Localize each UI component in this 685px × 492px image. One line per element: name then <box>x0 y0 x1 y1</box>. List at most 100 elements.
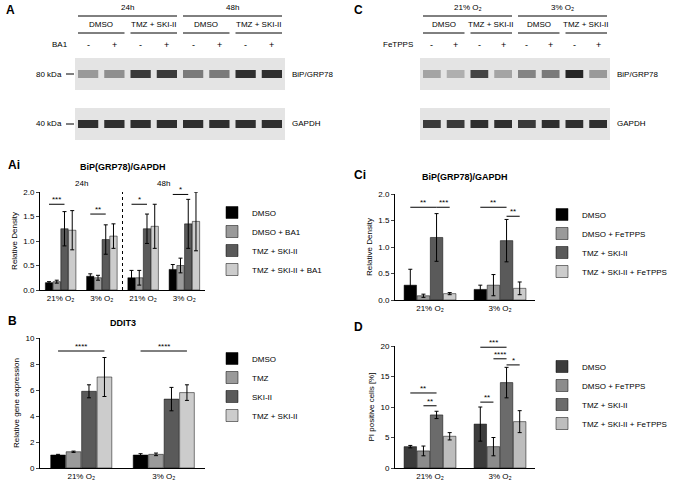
svg-text:2.0: 2.0 <box>23 188 35 197</box>
svg-text:BiP/GRP78: BiP/GRP78 <box>617 70 658 79</box>
svg-text:GAPDH: GAPDH <box>617 119 646 128</box>
svg-text:PI positive cells [%]: PI positive cells [%] <box>367 373 376 442</box>
svg-text:4: 4 <box>30 412 35 421</box>
svg-text:21% O₂: 21% O₂ <box>416 304 444 313</box>
svg-text:-: - <box>139 40 142 50</box>
svg-text:BiP/GRP78: BiP/GRP78 <box>292 70 333 79</box>
svg-text:TMZ + SKI-II: TMZ + SKI-II <box>582 401 628 410</box>
svg-text:-: - <box>87 40 90 50</box>
svg-text:+: + <box>112 40 117 50</box>
svg-text:TMZ + SKI-II: TMZ + SKI-II <box>131 20 177 29</box>
svg-text:*: * <box>179 185 182 194</box>
svg-text:-: - <box>192 40 195 50</box>
svg-text:**: ** <box>484 393 490 402</box>
svg-text:D: D <box>354 320 363 334</box>
svg-text:****: **** <box>494 350 506 359</box>
svg-text:DMSO: DMSO <box>89 20 113 29</box>
svg-text:1.0: 1.0 <box>23 237 35 246</box>
svg-text:SKI-II: SKI-II <box>252 393 272 402</box>
svg-text:2: 2 <box>30 438 35 447</box>
svg-text:0.0: 0.0 <box>23 286 35 295</box>
svg-text:DMSO: DMSO <box>252 355 276 364</box>
svg-text:TMZ + SKI-II: TMZ + SKI-II <box>582 249 628 258</box>
svg-text:Relative gene expression: Relative gene expression <box>12 358 21 448</box>
svg-text:C: C <box>354 3 363 17</box>
svg-text:GAPDH: GAPDH <box>292 119 321 128</box>
svg-text:+: + <box>596 40 601 50</box>
svg-text:Relative Density: Relative Density <box>365 218 374 276</box>
svg-text:B: B <box>8 314 17 328</box>
svg-text:DMSO: DMSO <box>252 209 276 218</box>
svg-text:48h: 48h <box>226 3 239 12</box>
svg-text:+: + <box>164 40 169 50</box>
svg-text:**: ** <box>420 384 426 393</box>
svg-text:+: + <box>501 40 506 50</box>
svg-text:A: A <box>6 3 15 17</box>
svg-text:TMZ: TMZ <box>252 374 269 383</box>
svg-text:***: *** <box>439 198 448 207</box>
svg-text:TMZ + SKI-II + FeTPPS: TMZ + SKI-II + FeTPPS <box>582 268 667 277</box>
svg-text:21% O₂: 21% O₂ <box>47 294 75 303</box>
svg-text:80 kDa: 80 kDa <box>36 70 62 79</box>
svg-text:3% O₂: 3% O₂ <box>551 3 574 12</box>
svg-text:****: **** <box>158 342 170 351</box>
svg-text:DMSO + FeTPPS: DMSO + FeTPPS <box>582 382 645 391</box>
svg-text:+: + <box>453 40 458 50</box>
svg-text:-: - <box>525 40 528 50</box>
svg-text:**: ** <box>510 207 516 216</box>
svg-text:21% O₂: 21% O₂ <box>416 472 444 481</box>
svg-text:DMSO + FeTPPS: DMSO + FeTPPS <box>582 230 645 239</box>
svg-text:***: *** <box>489 338 498 347</box>
svg-text:DMSO: DMSO <box>527 20 551 29</box>
svg-text:-: - <box>478 40 481 50</box>
svg-text:****: **** <box>75 342 87 351</box>
svg-text:*: * <box>512 356 515 365</box>
svg-text:21% O₂: 21% O₂ <box>454 3 482 12</box>
svg-text:3% O₂: 3% O₂ <box>488 472 511 481</box>
svg-text:Ai: Ai <box>8 158 20 172</box>
svg-text:2.0: 2.0 <box>378 190 390 199</box>
svg-text:48h: 48h <box>157 179 170 188</box>
svg-text:21% O₂: 21% O₂ <box>67 472 95 481</box>
svg-text:20: 20 <box>380 342 389 351</box>
svg-text:TMZ + SKI-II: TMZ + SKI-II <box>563 20 609 29</box>
svg-text:**: ** <box>490 198 496 207</box>
svg-text:8: 8 <box>30 360 35 369</box>
svg-text:0: 0 <box>385 464 390 473</box>
svg-text:BA1: BA1 <box>52 40 68 49</box>
svg-text:TMZ + SKI-II: TMZ + SKI-II <box>236 20 282 29</box>
svg-text:**: ** <box>420 198 426 207</box>
svg-text:TMZ + SKI-II + BA1: TMZ + SKI-II + BA1 <box>252 266 322 275</box>
svg-text:+: + <box>217 40 222 50</box>
svg-text:3% O₂: 3% O₂ <box>152 472 175 481</box>
svg-text:1.5: 1.5 <box>378 216 390 225</box>
svg-text:DMSO: DMSO <box>582 363 606 372</box>
svg-text:+: + <box>269 40 274 50</box>
svg-text:3% O₂: 3% O₂ <box>488 304 511 313</box>
svg-text:BiP(GRP78)/GAPDH: BiP(GRP78)/GAPDH <box>80 162 166 172</box>
svg-text:0.0: 0.0 <box>378 296 390 305</box>
svg-text:**: ** <box>427 397 433 406</box>
svg-text:*: * <box>138 195 141 204</box>
svg-text:TMZ + SKI-II + FeTPPS: TMZ + SKI-II + FeTPPS <box>582 420 667 429</box>
svg-text:DDIT3: DDIT3 <box>110 318 136 328</box>
svg-text:BiP(GRP78)/GAPDH: BiP(GRP78)/GAPDH <box>422 172 508 182</box>
svg-text:1.5: 1.5 <box>23 212 35 221</box>
svg-text:DMSO: DMSO <box>432 20 456 29</box>
svg-text:10: 10 <box>25 334 34 343</box>
svg-text:DMSO: DMSO <box>194 20 218 29</box>
svg-text:TMZ + SKI-II: TMZ + SKI-II <box>468 20 514 29</box>
svg-text:+: + <box>548 40 553 50</box>
svg-text:DMSO: DMSO <box>582 211 606 220</box>
svg-text:DMSO + BA1: DMSO + BA1 <box>252 228 301 237</box>
svg-text:3% O₂: 3% O₂ <box>173 294 196 303</box>
svg-text:40 kDa: 40 kDa <box>36 119 62 128</box>
svg-text:0.5: 0.5 <box>378 269 390 278</box>
svg-text:1.0: 1.0 <box>378 243 390 252</box>
svg-text:-: - <box>430 40 433 50</box>
svg-text:21% O₂: 21% O₂ <box>129 294 157 303</box>
svg-text:3% O₂: 3% O₂ <box>90 294 113 303</box>
svg-text:Ci: Ci <box>354 168 366 182</box>
svg-text:TMZ + SKI-II: TMZ + SKI-II <box>252 247 298 256</box>
svg-text:24h: 24h <box>75 179 88 188</box>
